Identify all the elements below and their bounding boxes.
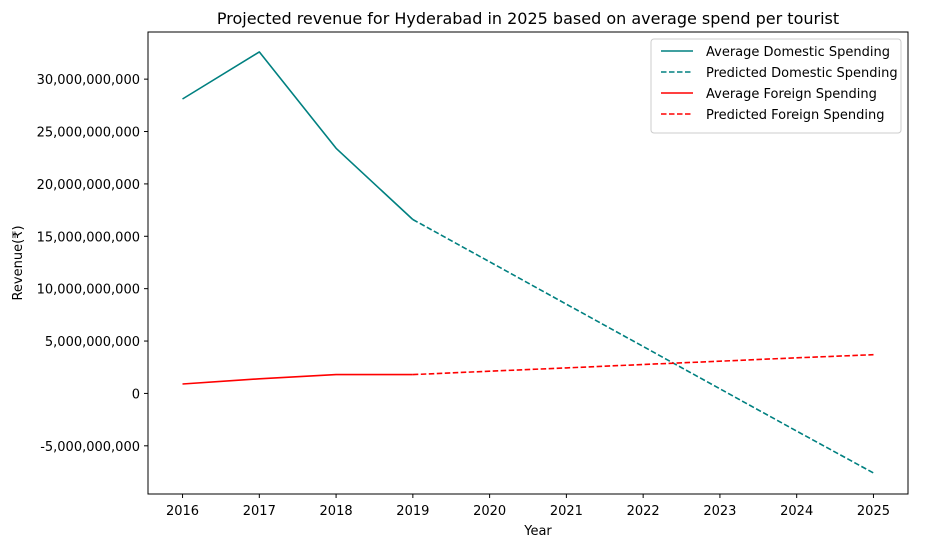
average-foreign-spending-legend-label: Average Foreign Spending: [706, 87, 877, 102]
series-layer: [182, 51, 874, 474]
average-domestic-spending-legend-label: Average Domestic Spending: [706, 45, 890, 60]
x-tick-label: 2017: [243, 504, 276, 519]
x-tick-label: 2018: [320, 504, 353, 519]
x-tick-label: 2021: [550, 504, 583, 519]
y-tick-label: 15,000,000,000: [37, 230, 140, 245]
y-tick-label: 5,000,000,000: [45, 335, 140, 350]
legend: Average Domestic Spending Predicted Domes…: [650, 38, 902, 134]
x-tick-label: 2022: [627, 504, 660, 519]
x-axis-label: Year: [523, 524, 552, 539]
predicted-domestic-spending-legend-label: Predicted Domestic Spending: [706, 66, 898, 81]
predicted-foreign-spending-legend-label: Predicted Foreign Spending: [706, 108, 885, 123]
x-tick-label: 2024: [780, 504, 813, 519]
y-tick-label: 10,000,000,000: [37, 283, 140, 298]
legend-box: [650, 38, 902, 134]
x-tick-label: 2016: [166, 504, 199, 519]
plot-frame: [147, 31, 909, 495]
y-tick-label: 30,000,000,000: [37, 73, 140, 88]
y-tick-label: -5,000,000,000: [40, 440, 140, 455]
y-tick-label: 20,000,000,000: [37, 178, 140, 193]
average-foreign-spending-line: [182, 373, 413, 385]
x-tick-label: 2025: [857, 504, 890, 519]
x-tick-label: 2020: [473, 504, 506, 519]
average-domestic-spending-line: [182, 51, 414, 221]
predicted-domestic-spending-line: [412, 218, 874, 474]
x-axis: 2016 2017 2018 2019 2020 2021 2022 2023 2024 2025: [166, 494, 890, 519]
x-tick-label: 2023: [703, 504, 736, 519]
y-axis: -5,000,000,000 0 5,000,000,000 10,000,000,0…: [37, 73, 148, 455]
chart-title: Projected revenue for Hyderabad in 2025 …: [217, 9, 839, 28]
y-tick-label: 0: [132, 387, 140, 402]
y-axis-label: Revenue(₹): [11, 225, 26, 300]
y-tick-label: 25,000,000,000: [37, 126, 140, 141]
predicted-foreign-spending-line: [412, 353, 874, 376]
x-tick-label: 2019: [396, 504, 429, 519]
